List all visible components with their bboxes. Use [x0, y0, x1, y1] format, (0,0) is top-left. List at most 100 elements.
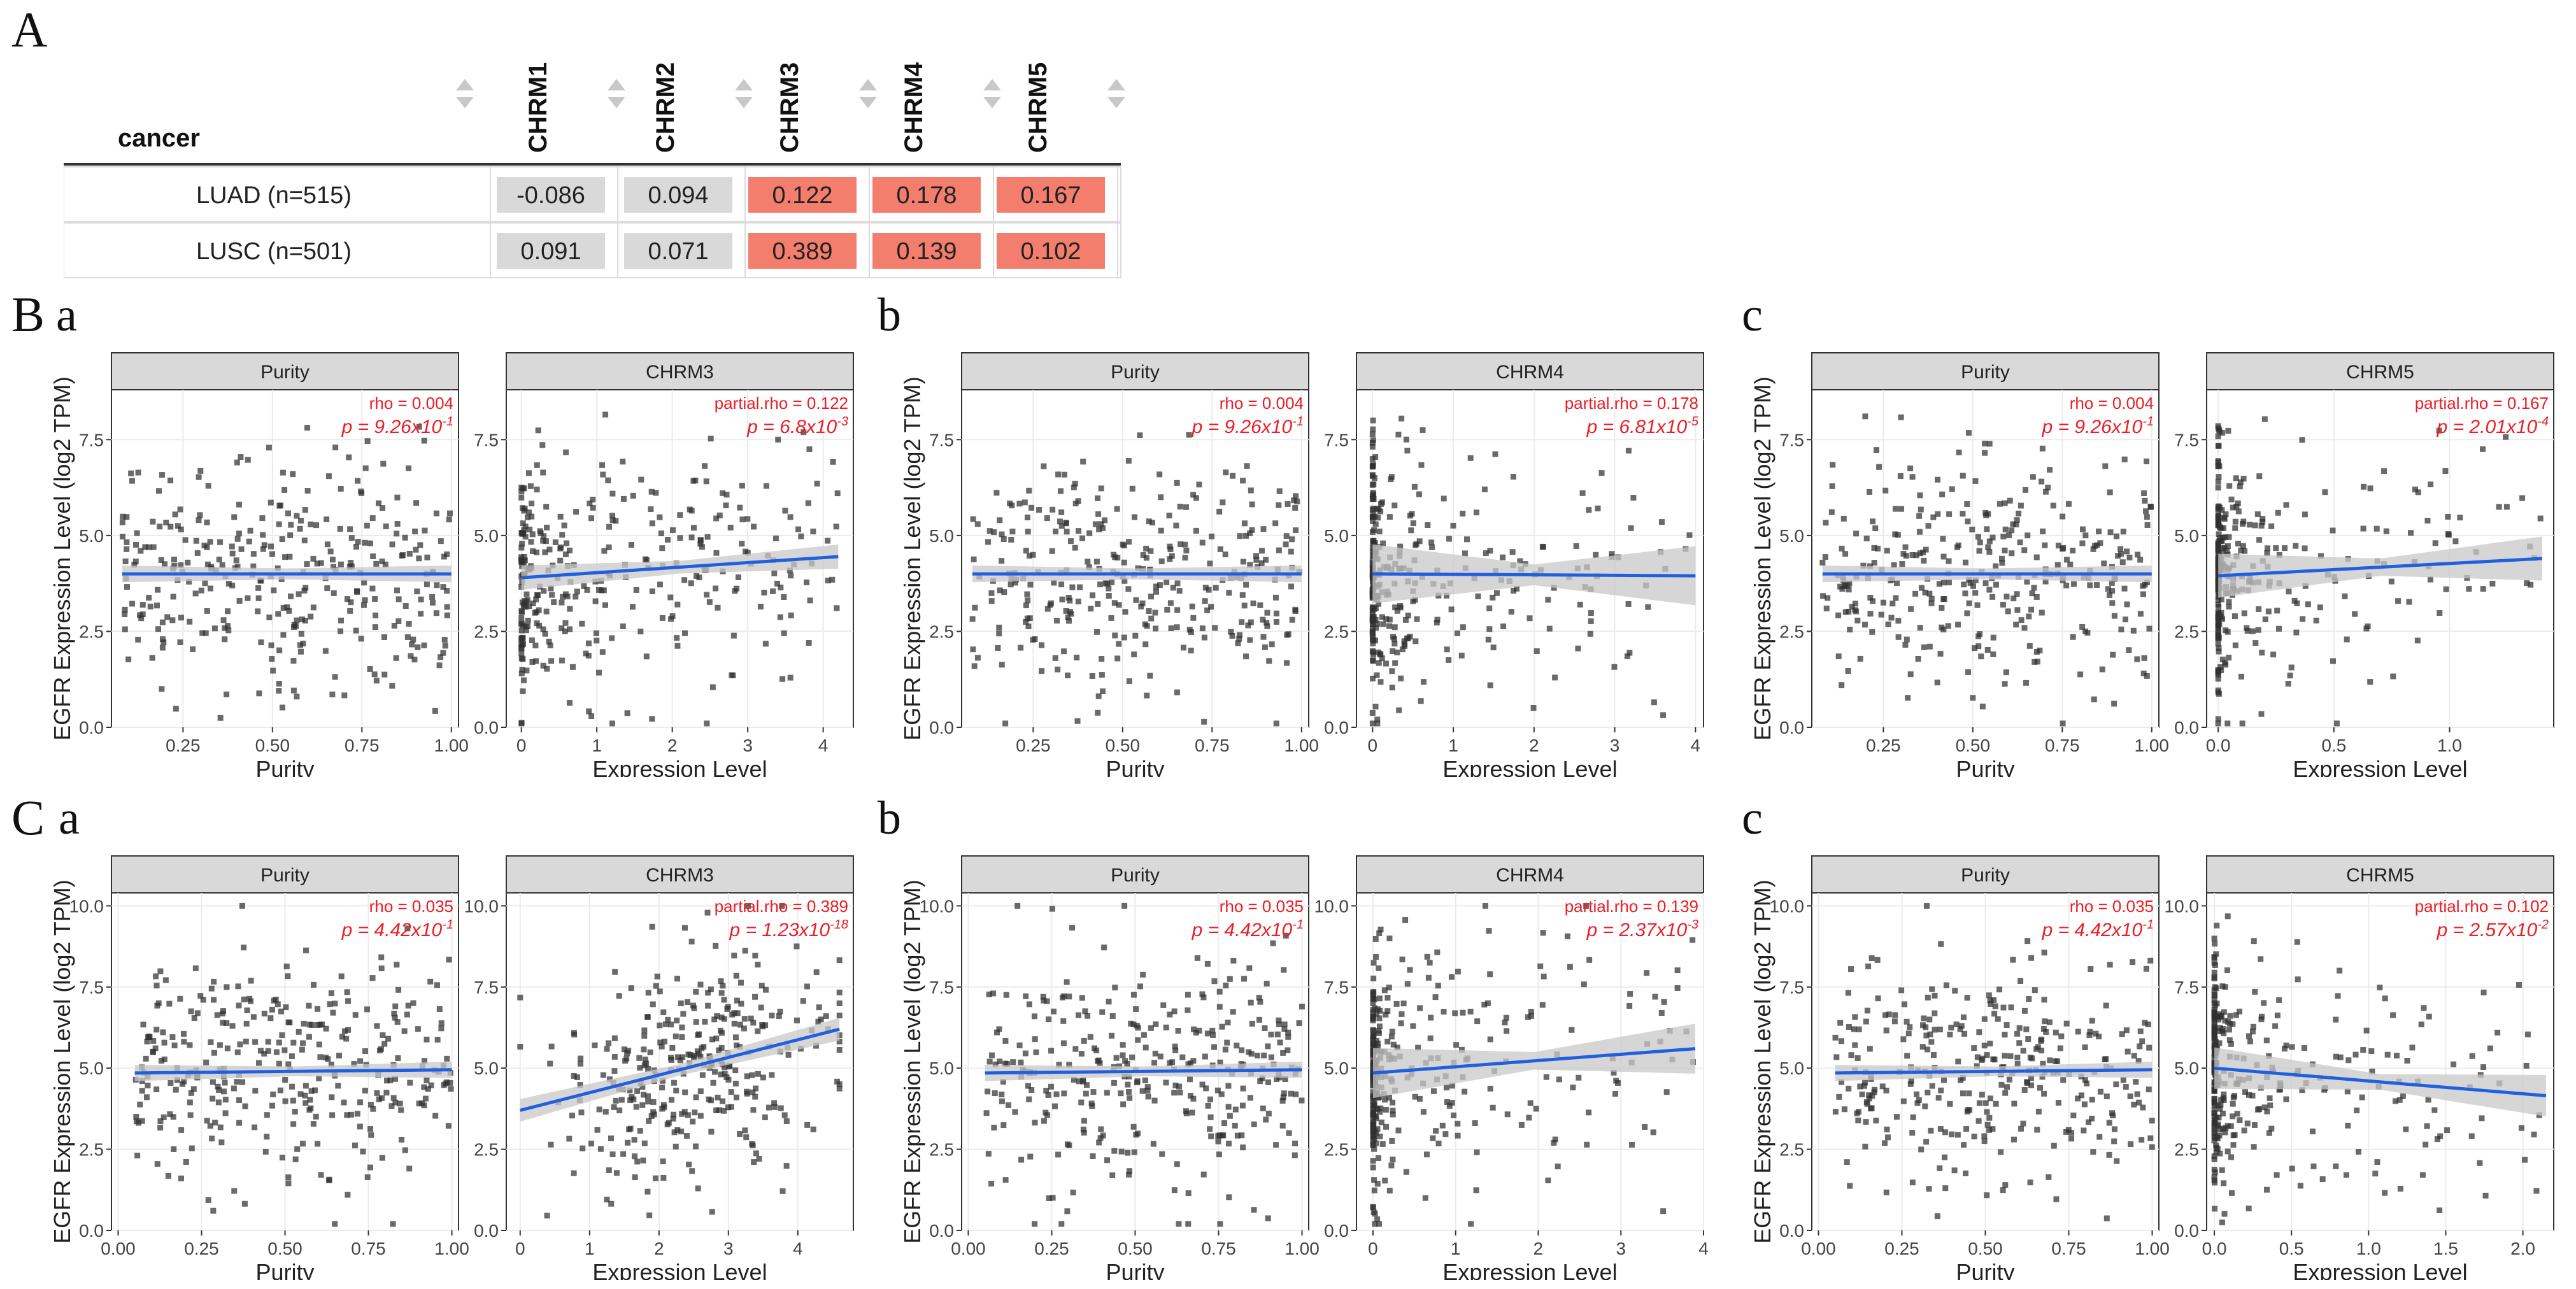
data-point [1254, 1052, 1260, 1058]
data-point [2228, 1123, 2234, 1129]
data-point [1076, 528, 1082, 534]
data-point [323, 1025, 329, 1032]
data-point [122, 626, 128, 632]
data-point [1370, 1032, 1377, 1039]
data-point [2256, 473, 2263, 480]
data-point [1487, 1036, 1493, 1043]
data-point [1373, 625, 1379, 631]
data-point [1867, 563, 1873, 569]
data-point [1296, 1020, 1302, 1027]
data-point [220, 617, 227, 623]
data-point [139, 1078, 145, 1085]
data-point [2256, 537, 2263, 543]
data-point [2254, 511, 2261, 517]
data-point [1375, 1044, 1381, 1050]
data-point [2330, 658, 2336, 664]
data-point [1260, 616, 1266, 623]
data-point [394, 1019, 401, 1025]
data-point [208, 985, 215, 992]
data-point [1467, 1008, 1474, 1015]
data-point [231, 514, 238, 520]
data-point [2400, 1093, 2406, 1099]
data-point [1895, 618, 1902, 624]
x-tick-label: 0 [516, 736, 527, 755]
data-point [708, 436, 714, 442]
x-tick-label: 1.5 [2433, 1239, 2458, 1258]
data-point [2032, 659, 2038, 665]
data-point [2106, 592, 2112, 598]
data-point [1376, 1221, 1382, 1227]
data-point [518, 645, 525, 652]
data-point [1095, 709, 1101, 716]
data-point [622, 1058, 629, 1064]
y-tick-label: 2.5 [474, 1140, 499, 1160]
data-point [187, 1099, 193, 1106]
data-point [781, 1112, 788, 1118]
data-point [1989, 1126, 1996, 1132]
data-point [395, 986, 402, 993]
data-point [1121, 902, 1128, 909]
data-point [440, 584, 446, 590]
data-point [1916, 1097, 1922, 1103]
data-point [1090, 1089, 1097, 1095]
data-point [1085, 559, 1091, 565]
data-point [2382, 1190, 2388, 1196]
data-point [2297, 1183, 2303, 1189]
data-point [1376, 660, 1382, 666]
data-point [1825, 595, 1831, 601]
data-point [235, 983, 241, 990]
data-point [1386, 1188, 1393, 1194]
data-point [1226, 590, 1232, 596]
data-point [1929, 1083, 1935, 1089]
data-point [158, 557, 164, 563]
data-point [704, 592, 710, 598]
data-point [246, 995, 253, 1002]
data-point [609, 1151, 616, 1157]
data-point [631, 1137, 637, 1143]
data-point [1979, 1057, 1985, 1064]
correlation-annotation-chrm4: partial.rho = 0.178 [1565, 394, 1698, 413]
data-point [1539, 1002, 1546, 1008]
data-point [222, 1110, 229, 1116]
data-point [813, 1043, 819, 1049]
data-point [1089, 673, 1095, 680]
data-point [129, 478, 135, 484]
data-point [1202, 585, 1209, 591]
data-point [290, 1039, 297, 1046]
data-point [183, 1158, 189, 1165]
data-point [2342, 593, 2348, 599]
data-point [670, 527, 676, 533]
data-point [2039, 1036, 2045, 1043]
data-point [1248, 1051, 1255, 1057]
data-point [1970, 583, 1977, 589]
data-point [2215, 669, 2221, 675]
data-point [659, 545, 665, 552]
data-point [1372, 1221, 1378, 1227]
data-point [1993, 563, 1999, 569]
data-point [1930, 1051, 1937, 1058]
data-point [280, 632, 287, 638]
data-point [1860, 562, 1867, 569]
data-point [311, 981, 317, 988]
scatter-figure-C-b: EGFR Expression Level (log2 TPM)Purity0.… [901, 855, 1709, 1280]
data-point [528, 539, 534, 545]
data-point [2057, 1045, 2063, 1051]
data-point [2211, 974, 2217, 981]
data-point [2221, 1211, 2228, 1217]
data-point [1292, 504, 1299, 511]
data-point [2361, 483, 2367, 490]
x-tick-label: 0 [1368, 736, 1378, 755]
data-point [760, 1074, 766, 1081]
data-point [1428, 1015, 1434, 1021]
data-point [268, 642, 274, 648]
data-point [2032, 987, 2038, 993]
data-point [1102, 517, 1108, 523]
data-point [606, 523, 613, 530]
data-point [608, 1135, 615, 1141]
data-point [2215, 506, 2221, 512]
data-point [750, 1089, 756, 1095]
data-point [1954, 1132, 1961, 1138]
data-point [1129, 1054, 1135, 1060]
data-point [2245, 1033, 2252, 1039]
data-point [2079, 526, 2086, 532]
